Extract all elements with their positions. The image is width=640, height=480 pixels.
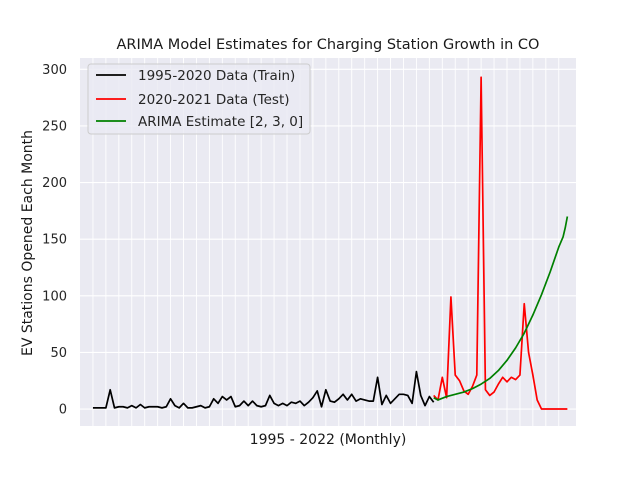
- y-tick-label: 150: [42, 233, 67, 248]
- y-tick-label: 250: [42, 119, 67, 134]
- y-tick-label: 100: [42, 289, 67, 304]
- x-axis-label: 1995 - 2022 (Monthly): [250, 432, 407, 448]
- legend-label-test: 2020-2021 Data (Test): [138, 92, 290, 108]
- y-tick-labels: 0 50 100 150 200 250 300: [42, 63, 67, 418]
- estimate-series-line: [433, 216, 569, 401]
- train-series-line: [92, 370, 435, 409]
- chart-title: ARIMA Model Estimates for Charging Stati…: [117, 37, 540, 53]
- legend-label-estimate: ARIMA Estimate [2, 3, 0]: [138, 114, 303, 130]
- test-series-line: [433, 76, 568, 410]
- series-lines: [92, 76, 569, 410]
- y-axis-label: EV Stations Opened Each Month: [20, 130, 36, 356]
- y-tick-label: 50: [50, 346, 67, 361]
- legend-box: [87, 63, 311, 135]
- y-tick-label: 200: [42, 176, 67, 191]
- legend: 1995-2020 Data (Train) 2020-2021 Data (T…: [87, 63, 311, 135]
- y-tick-label: 0: [59, 403, 67, 418]
- y-tick-label: 300: [42, 63, 67, 78]
- legend-label-train: 1995-2020 Data (Train): [138, 68, 295, 84]
